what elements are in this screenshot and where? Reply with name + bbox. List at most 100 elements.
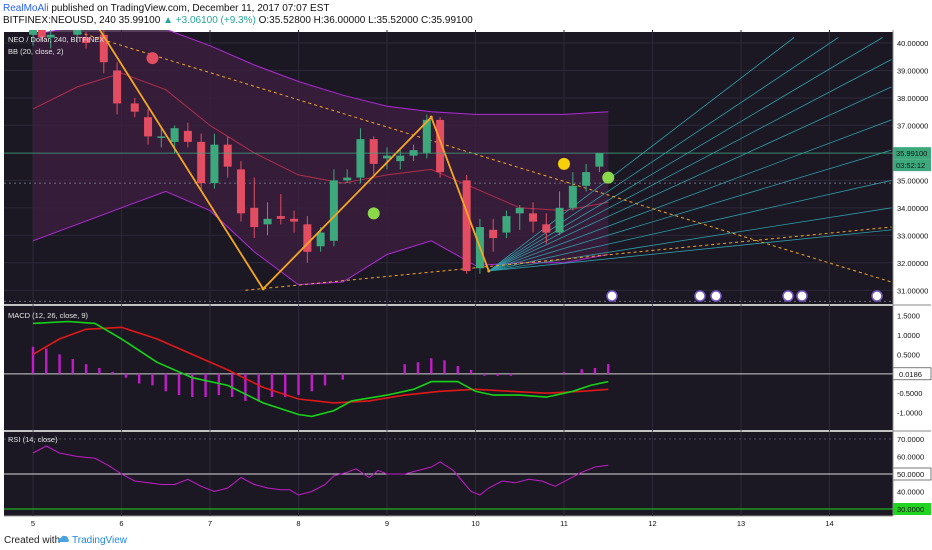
candle-body bbox=[582, 172, 591, 186]
rsi-tick-label: 70.0000 bbox=[897, 435, 924, 444]
fan-line bbox=[488, 37, 795, 272]
zigzag-pivot bbox=[429, 115, 433, 119]
macd-histogram-bar bbox=[111, 371, 114, 374]
macd-histogram-bar bbox=[244, 373, 247, 401]
candle-body bbox=[383, 155, 391, 159]
event-flag-icon bbox=[796, 290, 808, 302]
candle-body bbox=[555, 207, 564, 233]
macd-histogram-bar bbox=[580, 369, 583, 374]
zigzag-pivot bbox=[487, 269, 491, 273]
macd-histogram-bar bbox=[124, 373, 128, 378]
candle-body bbox=[290, 218, 299, 222]
publish-info: published on TradingView.com, December 1… bbox=[51, 3, 330, 14]
time-tick-label: 13 bbox=[737, 519, 745, 528]
candle-body bbox=[223, 144, 232, 167]
macd-histogram-bar bbox=[204, 373, 207, 398]
rsi-tick-label: 60.0000 bbox=[897, 453, 924, 462]
event-flag-icon bbox=[694, 290, 706, 302]
macd-tick-label: -1.0000 bbox=[897, 409, 922, 418]
candle-body bbox=[197, 141, 206, 184]
candle-body bbox=[37, 30, 46, 38]
candle-body bbox=[236, 169, 245, 214]
candle-body bbox=[263, 218, 272, 225]
candle-body bbox=[329, 180, 338, 241]
high-value: H:36.00000 bbox=[313, 15, 366, 26]
candle-body bbox=[46, 34, 55, 38]
macd-tick-label: 1.0000 bbox=[897, 331, 920, 340]
current-price-box bbox=[893, 147, 931, 160]
marker-dot-yellow bbox=[558, 157, 570, 170]
close-value: C:35.99100 bbox=[421, 15, 473, 26]
time-axis-background bbox=[0, 516, 932, 530]
macd-histogram-bar bbox=[31, 346, 35, 374]
candle-body bbox=[170, 128, 179, 142]
macd-histogram-bar bbox=[177, 373, 181, 396]
candle-body bbox=[276, 216, 285, 219]
macd-histogram-bar bbox=[45, 348, 48, 374]
candle-body bbox=[396, 155, 405, 162]
fan-line bbox=[488, 59, 892, 272]
created-with-label: Created with bbox=[4, 535, 61, 546]
candle-body bbox=[29, 30, 37, 35]
symbol-line: BITFINEX:NEOUSD, 240 35.99100 ▲ +3.06100… bbox=[3, 15, 473, 26]
macd-histogram-bar bbox=[416, 362, 420, 374]
candle-body bbox=[489, 229, 498, 239]
macd-tick-label: 0.5000 bbox=[897, 350, 920, 359]
time-tick-label: 12 bbox=[648, 519, 656, 528]
macd-histogram-bar bbox=[230, 373, 234, 398]
price-tick-label: 34.00000 bbox=[897, 204, 928, 213]
price-tick-label: 31.00000 bbox=[897, 286, 928, 295]
candle-body bbox=[515, 207, 524, 214]
macd-value-label: 0.0186 bbox=[899, 370, 922, 379]
rsi-oversold-box bbox=[893, 503, 931, 515]
macd-histogram-bar bbox=[270, 373, 274, 398]
price-tick-label: 40.00000 bbox=[897, 39, 928, 48]
macd-tick-label: 1.5000 bbox=[897, 312, 920, 321]
macd-histogram-bar bbox=[164, 373, 167, 392]
price-tick-label: 33.00000 bbox=[897, 231, 928, 240]
time-tick-label: 10 bbox=[471, 519, 479, 528]
candle-body bbox=[183, 130, 192, 142]
candle-body bbox=[303, 224, 312, 252]
macd-pane-background bbox=[4, 306, 893, 430]
candle-body bbox=[73, 30, 82, 35]
price-change: ▲ +3.06100 (+9.3%) bbox=[163, 15, 256, 26]
marker-dot-green bbox=[367, 207, 380, 220]
macd-histogram-bar bbox=[257, 373, 260, 401]
macd-histogram-bar bbox=[430, 358, 433, 374]
author-link[interactable]: RealMoAli bbox=[3, 3, 49, 14]
publish-line: RealMoAli published on TradingView.com, … bbox=[3, 3, 330, 14]
candle-body bbox=[210, 144, 219, 184]
candle-body bbox=[529, 213, 538, 222]
tradingview-brand[interactable]: TradingView bbox=[72, 535, 128, 546]
candle-body bbox=[82, 37, 91, 43]
candle-body bbox=[113, 70, 122, 104]
countdown-box bbox=[893, 159, 931, 172]
macd-histogram-bar bbox=[84, 364, 88, 374]
candle-body bbox=[130, 103, 139, 112]
candle-body bbox=[568, 185, 577, 208]
macd-signal-line bbox=[32, 326, 609, 404]
macd-histogram-bar bbox=[509, 373, 513, 376]
candle-body bbox=[343, 177, 352, 181]
macd-histogram-bar bbox=[297, 373, 300, 396]
price-tick-label: 35.00000 bbox=[897, 176, 928, 185]
macd-histogram-bar bbox=[323, 373, 327, 386]
time-tick-label: 14 bbox=[825, 519, 833, 528]
macd-histogram-bar bbox=[310, 373, 313, 392]
macd-histogram-bar bbox=[284, 373, 287, 398]
rsi-tick-label: 40.0000 bbox=[897, 488, 924, 497]
rsi-value-label: 50.0000 bbox=[897, 470, 924, 479]
event-flag-icon bbox=[782, 290, 794, 302]
bollinger-upper-band bbox=[32, 30, 609, 115]
time-tick-label: 8 bbox=[296, 519, 300, 528]
candle-body bbox=[356, 139, 365, 178]
macd-histogram-bar bbox=[496, 373, 499, 376]
marker-dot-green bbox=[602, 171, 615, 184]
candle-body bbox=[157, 136, 166, 138]
fan-line bbox=[488, 119, 892, 272]
time-tick-label: 9 bbox=[385, 519, 389, 528]
chart-header: RealMoAli published on TradingView.com, … bbox=[0, 0, 932, 30]
candle-body bbox=[369, 139, 378, 164]
chart-canvas[interactable]: NEO / Dollar, 240, BITFINEX BB (20, close… bbox=[0, 30, 932, 530]
